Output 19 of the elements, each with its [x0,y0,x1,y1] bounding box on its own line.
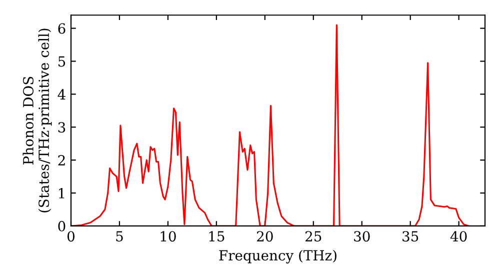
y-tick-label: 0 [58,220,66,232]
y-tick-label: 5 [58,56,66,67]
x-tick-label: 30 [354,231,370,242]
x-tick-label: 25 [305,231,322,242]
x-tick-label: 20 [257,231,273,242]
x-tick-label: 5 [116,231,123,242]
x-tick-label: 10 [160,231,176,242]
y-tick-label: 1 [58,188,64,198]
x-tick-label: 40 [450,231,467,242]
x-tick-label: 0 [67,231,74,242]
x-tick-label: 15 [209,231,224,242]
line-series [71,24,470,226]
x-axis-title: Frequency (THz) [219,250,336,264]
y-tick-label: 3 [58,122,66,133]
x-tick-label: 35 [402,231,418,242]
y-tick-label: 2 [58,155,65,166]
y-axis-title: Phonon DOS (States/THz·primitive cell) [22,28,52,212]
y-tick-label: 4 [58,89,66,100]
y-tick-label: 6 [58,23,66,34]
